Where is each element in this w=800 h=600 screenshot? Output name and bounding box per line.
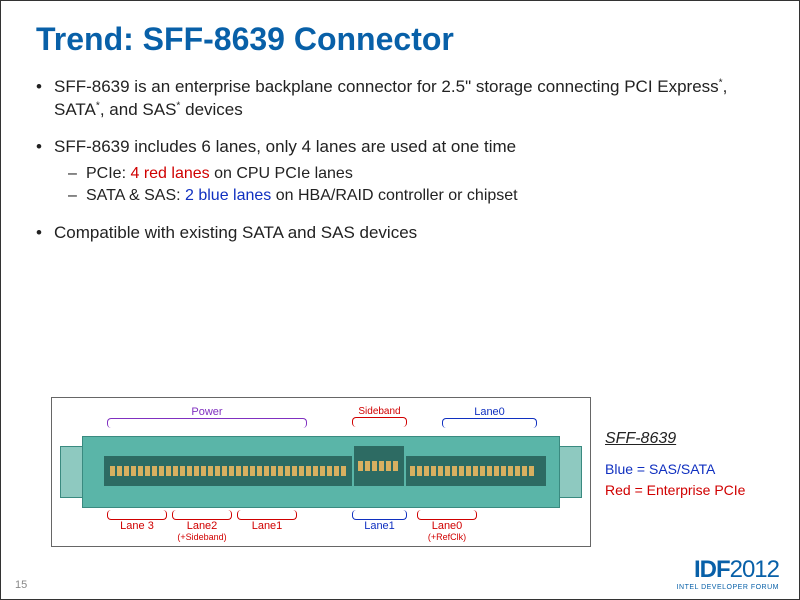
slide-title: Trend: SFF-8639 Connector — [36, 21, 764, 58]
bracket-lane0-top: Lane0 — [442, 406, 537, 428]
legend-blue: Blue = SAS/SATA — [605, 459, 745, 480]
sub-list: PCIe: 4 red lanes on CPU PCIe lanes SATA… — [54, 163, 764, 208]
bracket-lane2: Lane2 (+Sideband) — [172, 510, 232, 542]
sub-bullet-sata: SATA & SAS: 2 blue lanes on HBA/RAID con… — [54, 185, 764, 207]
legend-title: SFF-8639 — [605, 427, 745, 451]
logo: IDF2012 INTEL DEVELOPER FORUM — [677, 556, 779, 591]
legend: SFF-8639 Blue = SAS/SATA Red = Enterpris… — [605, 397, 745, 501]
bullet-2: SFF-8639 includes 6 lanes, only 4 lanes … — [36, 136, 764, 208]
legend-red: Red = Enterprise PCIe — [605, 480, 745, 501]
pins-3 — [410, 460, 542, 482]
bracket-lane0-red: Lane0 (+RefClk) — [417, 510, 477, 542]
figure-wrapper: Power Sideband Lane0 — [51, 397, 745, 547]
pins-2 — [358, 450, 400, 482]
pins-1 — [110, 460, 348, 482]
bullet-3: Compatible with existing SATA and SAS de… — [36, 222, 764, 245]
bracket-lane1-red: Lane1 — [237, 510, 297, 532]
bullet-list: SFF-8639 is an enterprise backplane conn… — [36, 76, 764, 245]
bracket-lane1-blue: Lane1 — [352, 510, 407, 532]
bracket-lane3: Lane 3 — [107, 510, 167, 532]
connector-ear-right — [558, 446, 582, 498]
page-number: 15 — [15, 579, 27, 591]
connector-diagram: Power Sideband Lane0 — [51, 397, 591, 547]
slide: Trend: SFF-8639 Connector SFF-8639 is an… — [1, 1, 799, 599]
connector-ear-left — [60, 446, 84, 498]
bullet-1: SFF-8639 is an enterprise backplane conn… — [36, 76, 764, 122]
bracket-sideband-top: Sideband — [352, 406, 407, 427]
bracket-power: Power — [107, 406, 307, 428]
sub-bullet-pcie: PCIe: 4 red lanes on CPU PCIe lanes — [54, 163, 764, 185]
